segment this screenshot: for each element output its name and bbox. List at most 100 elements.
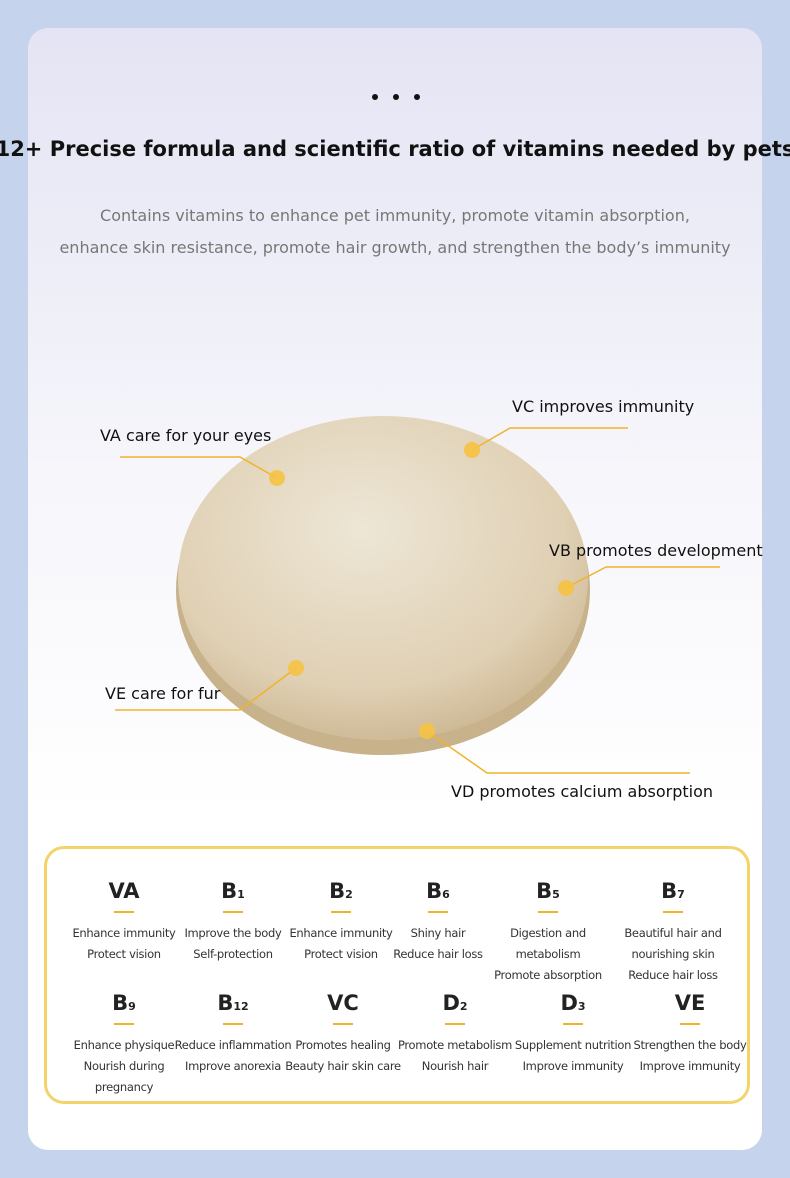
- vitamin-name: B6: [368, 879, 508, 905]
- vitamin: VC Promotes healing Beauty hair skin care: [273, 991, 413, 1077]
- callout-label: VC improves immunity: [512, 397, 694, 416]
- vitamin-name: D2: [385, 991, 525, 1017]
- underline: [114, 911, 134, 913]
- callout-line: [120, 456, 278, 479]
- vitamin-benefit: nourishing skin: [631, 947, 715, 961]
- vitamin-letter: B: [221, 879, 238, 903]
- vitamin-letter: B: [112, 991, 129, 1015]
- vitamin-letter: D: [442, 991, 460, 1015]
- vitamin-sub: 2: [459, 1000, 468, 1013]
- vitamin-benefit: Protect vision: [87, 947, 161, 961]
- vitamin-benefit: Promote absorption: [494, 968, 602, 982]
- underline: [114, 1023, 134, 1025]
- callout-dot: [464, 442, 480, 458]
- vitamin-name: VE: [620, 991, 760, 1017]
- vitamin-letter: VE: [674, 991, 706, 1015]
- vitamin-sub: 3: [577, 1000, 586, 1013]
- vitamin-letter: B: [217, 991, 234, 1015]
- vitamin-name: B1: [163, 879, 303, 905]
- vitamin-letter: B: [329, 879, 346, 903]
- vitamin-benefit: Reduce inflammation: [174, 1038, 292, 1052]
- vitamin-benefit: Improve the body: [184, 926, 282, 940]
- underline: [333, 1023, 353, 1025]
- vitamin-name: B2: [271, 879, 411, 905]
- vitamin-name: B9: [54, 991, 194, 1017]
- vitamin: D3 Supplement nutrition Improve immunity: [503, 991, 643, 1077]
- callout-dot: [419, 723, 435, 739]
- vitamin-benefit: Strengthen the body: [633, 1038, 747, 1052]
- vitamin-letter: VA: [108, 879, 140, 903]
- callout-line: [471, 427, 628, 451]
- vitamin-benefit: Enhance immunity: [72, 926, 176, 940]
- vitamin: B7 Beautiful hair and nourishing skin Reduc…: [603, 879, 743, 986]
- vitamin-panel: VA Enhance immunity Protect vision B1 Improv…: [44, 846, 750, 1104]
- underline: [663, 911, 683, 913]
- vitamin-benefit: Beautiful hair and: [624, 926, 722, 940]
- underline: [223, 911, 243, 913]
- vitamin-benefit: Protect vision: [304, 947, 378, 961]
- vitamin-name: B7: [603, 879, 743, 905]
- subtitle: enhance skin resistance, promote hair gr…: [59, 238, 730, 257]
- tablet: [178, 416, 588, 740]
- vitamin-benefit: Improve immunity: [639, 1059, 741, 1073]
- vitamin-sub: 6: [442, 888, 450, 901]
- vitamin-benefit: pregnancy: [94, 1080, 154, 1094]
- vitamin-name: VA: [54, 879, 194, 905]
- vitamin-name: B5: [478, 879, 618, 905]
- vitamin-benefit: Reduce hair loss: [393, 947, 483, 961]
- vitamin-benefit: Promotes healing: [295, 1038, 391, 1052]
- vitamin-sub: 7: [677, 888, 685, 901]
- vitamin: B1 Improve the body Self-protection: [163, 879, 303, 965]
- vitamin-sub: 1: [237, 888, 245, 901]
- dot: [393, 94, 399, 100]
- vitamin-benefit: Nourish during: [83, 1059, 165, 1073]
- vitamin-letter: B: [426, 879, 443, 903]
- vitamin-benefit: Self-protection: [193, 947, 273, 961]
- vitamin-benefit: Improve immunity: [522, 1059, 624, 1073]
- dot: [414, 94, 420, 100]
- vitamin-benefit: Supplement nutrition: [514, 1038, 632, 1052]
- vitamin-benefit: Promote metabolism: [397, 1038, 513, 1052]
- vitamin-benefit: Improve anorexia: [185, 1059, 281, 1073]
- vitamin: B5 Digestion and metabolism Promote absorp…: [478, 879, 618, 986]
- vitamin-name: B12: [163, 991, 303, 1017]
- callout-line: [426, 730, 690, 774]
- vitamin-benefit: Digestion and metabolism: [510, 926, 586, 961]
- vitamin: VE Strengthen the body Improve immunity: [620, 991, 760, 1077]
- callout-dot: [288, 660, 304, 676]
- callout-dot: [269, 470, 285, 486]
- callout-line: [565, 566, 720, 589]
- vitamin-sub: 5: [552, 888, 560, 901]
- underline: [428, 911, 448, 913]
- underline: [680, 1023, 700, 1025]
- vitamin-benefit: Enhance immunity: [289, 926, 393, 940]
- vitamin-benefit: Beauty hair skin care: [285, 1059, 401, 1073]
- vitamin-benefit: Reduce hair loss: [628, 968, 718, 982]
- underline: [223, 1023, 243, 1025]
- vitamin: B12 Reduce inflammation Improve anorexia: [163, 991, 303, 1077]
- vitamin-name: D3: [503, 991, 643, 1017]
- callout-label: VE care for fur: [105, 684, 221, 703]
- vitamin-sub: 9: [128, 1000, 136, 1013]
- vitamin-letter: B: [536, 879, 553, 903]
- vitamin: VA Enhance immunity Protect vision: [54, 879, 194, 965]
- dot: [372, 94, 378, 100]
- underline: [563, 1023, 583, 1025]
- callout-dot: [558, 580, 574, 596]
- vitamin-benefit: Nourish hair: [421, 1059, 489, 1073]
- illustration: 12+ Precise formula and scientific ratio…: [0, 94, 790, 801]
- subtitle: Contains vitamins to enhance pet immunit…: [100, 206, 690, 225]
- callout-label: VA care for your eyes: [100, 426, 271, 445]
- vitamin-letter: VC: [327, 991, 359, 1015]
- underline: [538, 911, 558, 913]
- vitamin-letter: D: [560, 991, 578, 1015]
- vitamin-benefit: Shiny hair: [410, 926, 466, 940]
- vitamin: B6 Shiny hair Reduce hair loss: [368, 879, 508, 965]
- title: 12+ Precise formula and scientific ratio…: [0, 137, 790, 161]
- vitamin: D2 Promote metabolism Nourish hair: [385, 991, 525, 1077]
- vitamin: B2 Enhance immunity Protect vision: [271, 879, 411, 965]
- callout-label: VD promotes calcium absorption: [451, 782, 713, 801]
- underline: [331, 911, 351, 913]
- vitamin-sub: 2: [345, 888, 353, 901]
